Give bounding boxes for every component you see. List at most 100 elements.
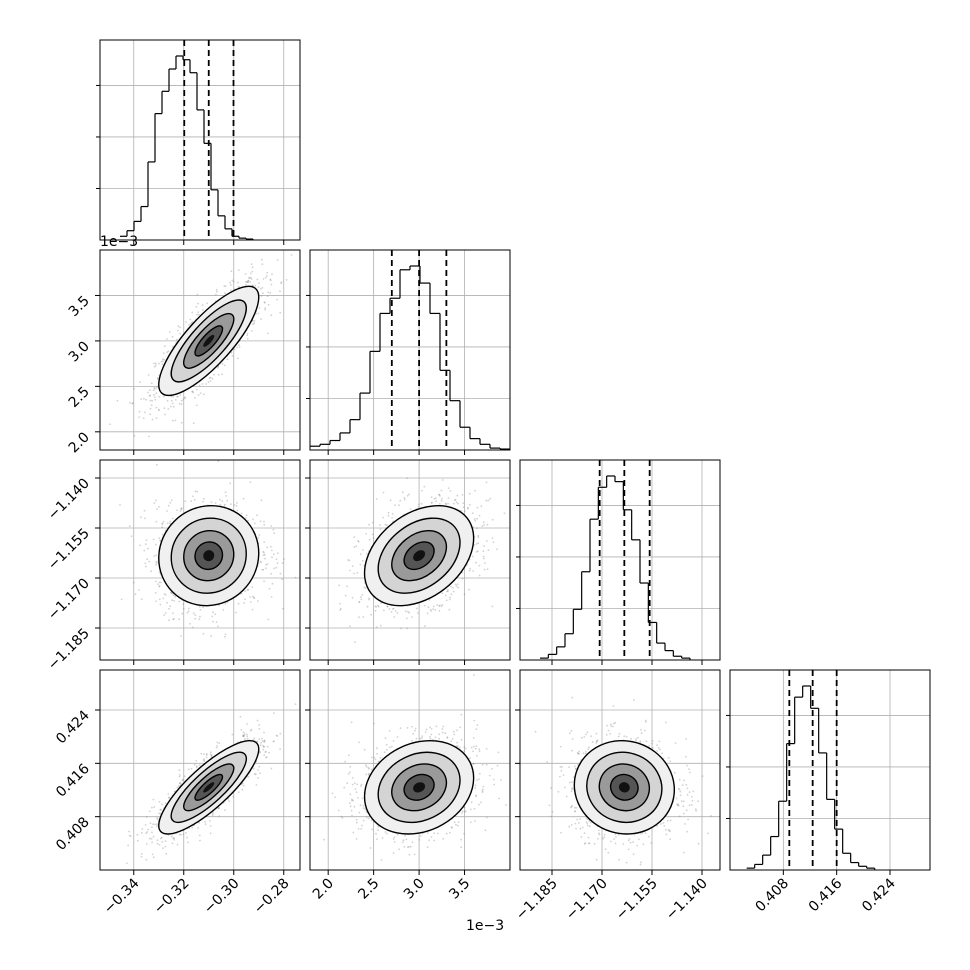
sample-point (184, 396, 186, 399)
sample-point (366, 605, 369, 608)
sample-point (408, 493, 410, 496)
sample-point (224, 633, 227, 636)
sample-point (273, 553, 275, 556)
sample-point (478, 514, 481, 517)
sample-point (211, 377, 214, 380)
sample-point (237, 357, 239, 360)
sample-point (177, 325, 180, 328)
sample-point (145, 565, 147, 568)
sample-point (423, 604, 426, 607)
sample-point (353, 572, 355, 575)
sample-point (461, 494, 464, 496)
sample-point (477, 536, 480, 539)
sample-point (209, 832, 212, 835)
sample-point (266, 563, 269, 565)
sample-point (171, 335, 174, 338)
sample-point (178, 600, 181, 603)
sample-point (215, 293, 217, 296)
sample-point (174, 596, 177, 598)
sample-point (467, 506, 469, 509)
sample-point (155, 392, 158, 395)
sample-point (461, 577, 464, 580)
sample-point (217, 807, 220, 810)
sample-point (244, 590, 247, 593)
sample-point (170, 399, 173, 402)
sample-point (138, 416, 141, 418)
sample-point (226, 499, 229, 502)
sample-point (250, 330, 253, 332)
sample-point (267, 618, 270, 621)
sample-point (463, 510, 466, 513)
sample-point (457, 586, 460, 589)
sample-point (456, 583, 459, 586)
sample-point (120, 598, 123, 601)
sample-point (396, 612, 399, 614)
sample-point (251, 586, 254, 588)
sample-point (406, 627, 409, 630)
sample-point (139, 544, 142, 547)
sample-point (192, 495, 194, 498)
sample-point (392, 608, 394, 610)
hist-2 (540, 460, 691, 660)
sample-point (158, 537, 161, 539)
sample-point (166, 510, 168, 512)
sample-point (253, 322, 256, 325)
sample-point (438, 609, 441, 612)
sample-point (197, 302, 199, 305)
sample-point (400, 627, 402, 630)
sample-point (263, 553, 266, 556)
sample-point (449, 598, 451, 601)
sample-point (159, 539, 162, 542)
sample-point (270, 283, 273, 286)
sample-point (158, 409, 160, 411)
sample-point (141, 828, 144, 830)
sample-point (144, 562, 147, 565)
sample-point (503, 512, 506, 515)
sample-point (156, 508, 158, 510)
sample-point (475, 543, 478, 545)
sample-point (219, 503, 222, 506)
sample-point (264, 276, 267, 279)
sample-point (162, 358, 164, 360)
sample-point (119, 504, 121, 506)
sample-point (472, 570, 474, 572)
sample-point (149, 407, 152, 410)
sample-point (155, 463, 158, 466)
sample-point (248, 277, 251, 280)
sample-point (189, 622, 191, 625)
sample-point (206, 302, 209, 305)
sample-point (363, 586, 366, 589)
sample-point (209, 376, 212, 379)
sample-point (281, 562, 284, 564)
sample-point (132, 581, 135, 584)
sample-point (224, 285, 227, 287)
sample-point (372, 537, 375, 539)
sample-point (285, 279, 288, 281)
pair-2-1 (338, 477, 510, 643)
sample-point (259, 288, 262, 290)
sample-point (193, 498, 196, 501)
sample-point (468, 503, 471, 506)
sample-point (455, 585, 458, 588)
sample-point (245, 283, 247, 286)
sample-point (339, 607, 342, 610)
sample-point (294, 576, 297, 579)
sample-point (230, 289, 232, 292)
hist-0 (120, 40, 254, 240)
sample-point (483, 545, 485, 547)
sample-point (394, 504, 396, 507)
sample-point (176, 395, 179, 398)
sample-point (159, 812, 162, 815)
sample-point (164, 612, 167, 614)
sample-point (246, 280, 249, 283)
sample-point (269, 545, 272, 548)
sample-point (169, 605, 172, 608)
sample-point (446, 590, 448, 593)
sample-point (263, 301, 266, 304)
sample-point (171, 402, 174, 405)
sample-point (270, 525, 273, 527)
sample-point (231, 355, 234, 357)
sample-point (362, 549, 364, 551)
sample-point (246, 332, 249, 335)
sample-point (487, 549, 490, 552)
